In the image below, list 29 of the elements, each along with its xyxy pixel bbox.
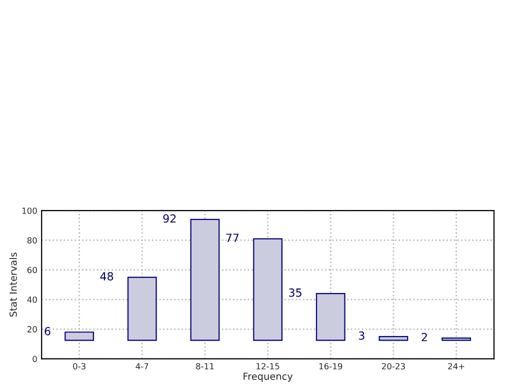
bar	[127, 276, 157, 341]
x-tick-label: 8-11	[196, 363, 214, 370]
y-tick-label: 80	[27, 237, 37, 244]
x-tick-label: 4-7	[136, 363, 148, 370]
annotation: 6	[44, 326, 50, 336]
annotation: 3	[358, 331, 364, 340]
bar	[190, 218, 220, 341]
y-axis-title: Stat Intervals	[9, 252, 17, 317]
bar	[316, 293, 346, 341]
bar	[253, 238, 282, 341]
x-tick-label: 16-19	[319, 363, 342, 370]
x-tick-label: 20-23	[382, 363, 405, 370]
annotation: 92	[163, 214, 176, 223]
annotation: 2	[422, 332, 427, 342]
y-tick-label: 0	[32, 356, 37, 362]
y-tick-label: 20	[27, 326, 37, 332]
x-tick-label: 12-15	[256, 363, 280, 370]
x-axis-title: Frequency	[244, 372, 293, 382]
x-tick-label: 24+	[448, 363, 464, 370]
bar	[378, 336, 408, 341]
y-tick-label: 40	[27, 296, 37, 303]
annotation: 77	[226, 234, 239, 242]
bar	[442, 337, 471, 341]
x-tick-label: 0-3	[73, 363, 86, 370]
annotation: 35	[289, 288, 302, 297]
annotation: 48	[100, 272, 114, 281]
bar	[64, 332, 94, 341]
y-tick-label: 60	[27, 266, 37, 274]
y-tick-label: 100	[22, 208, 37, 214]
